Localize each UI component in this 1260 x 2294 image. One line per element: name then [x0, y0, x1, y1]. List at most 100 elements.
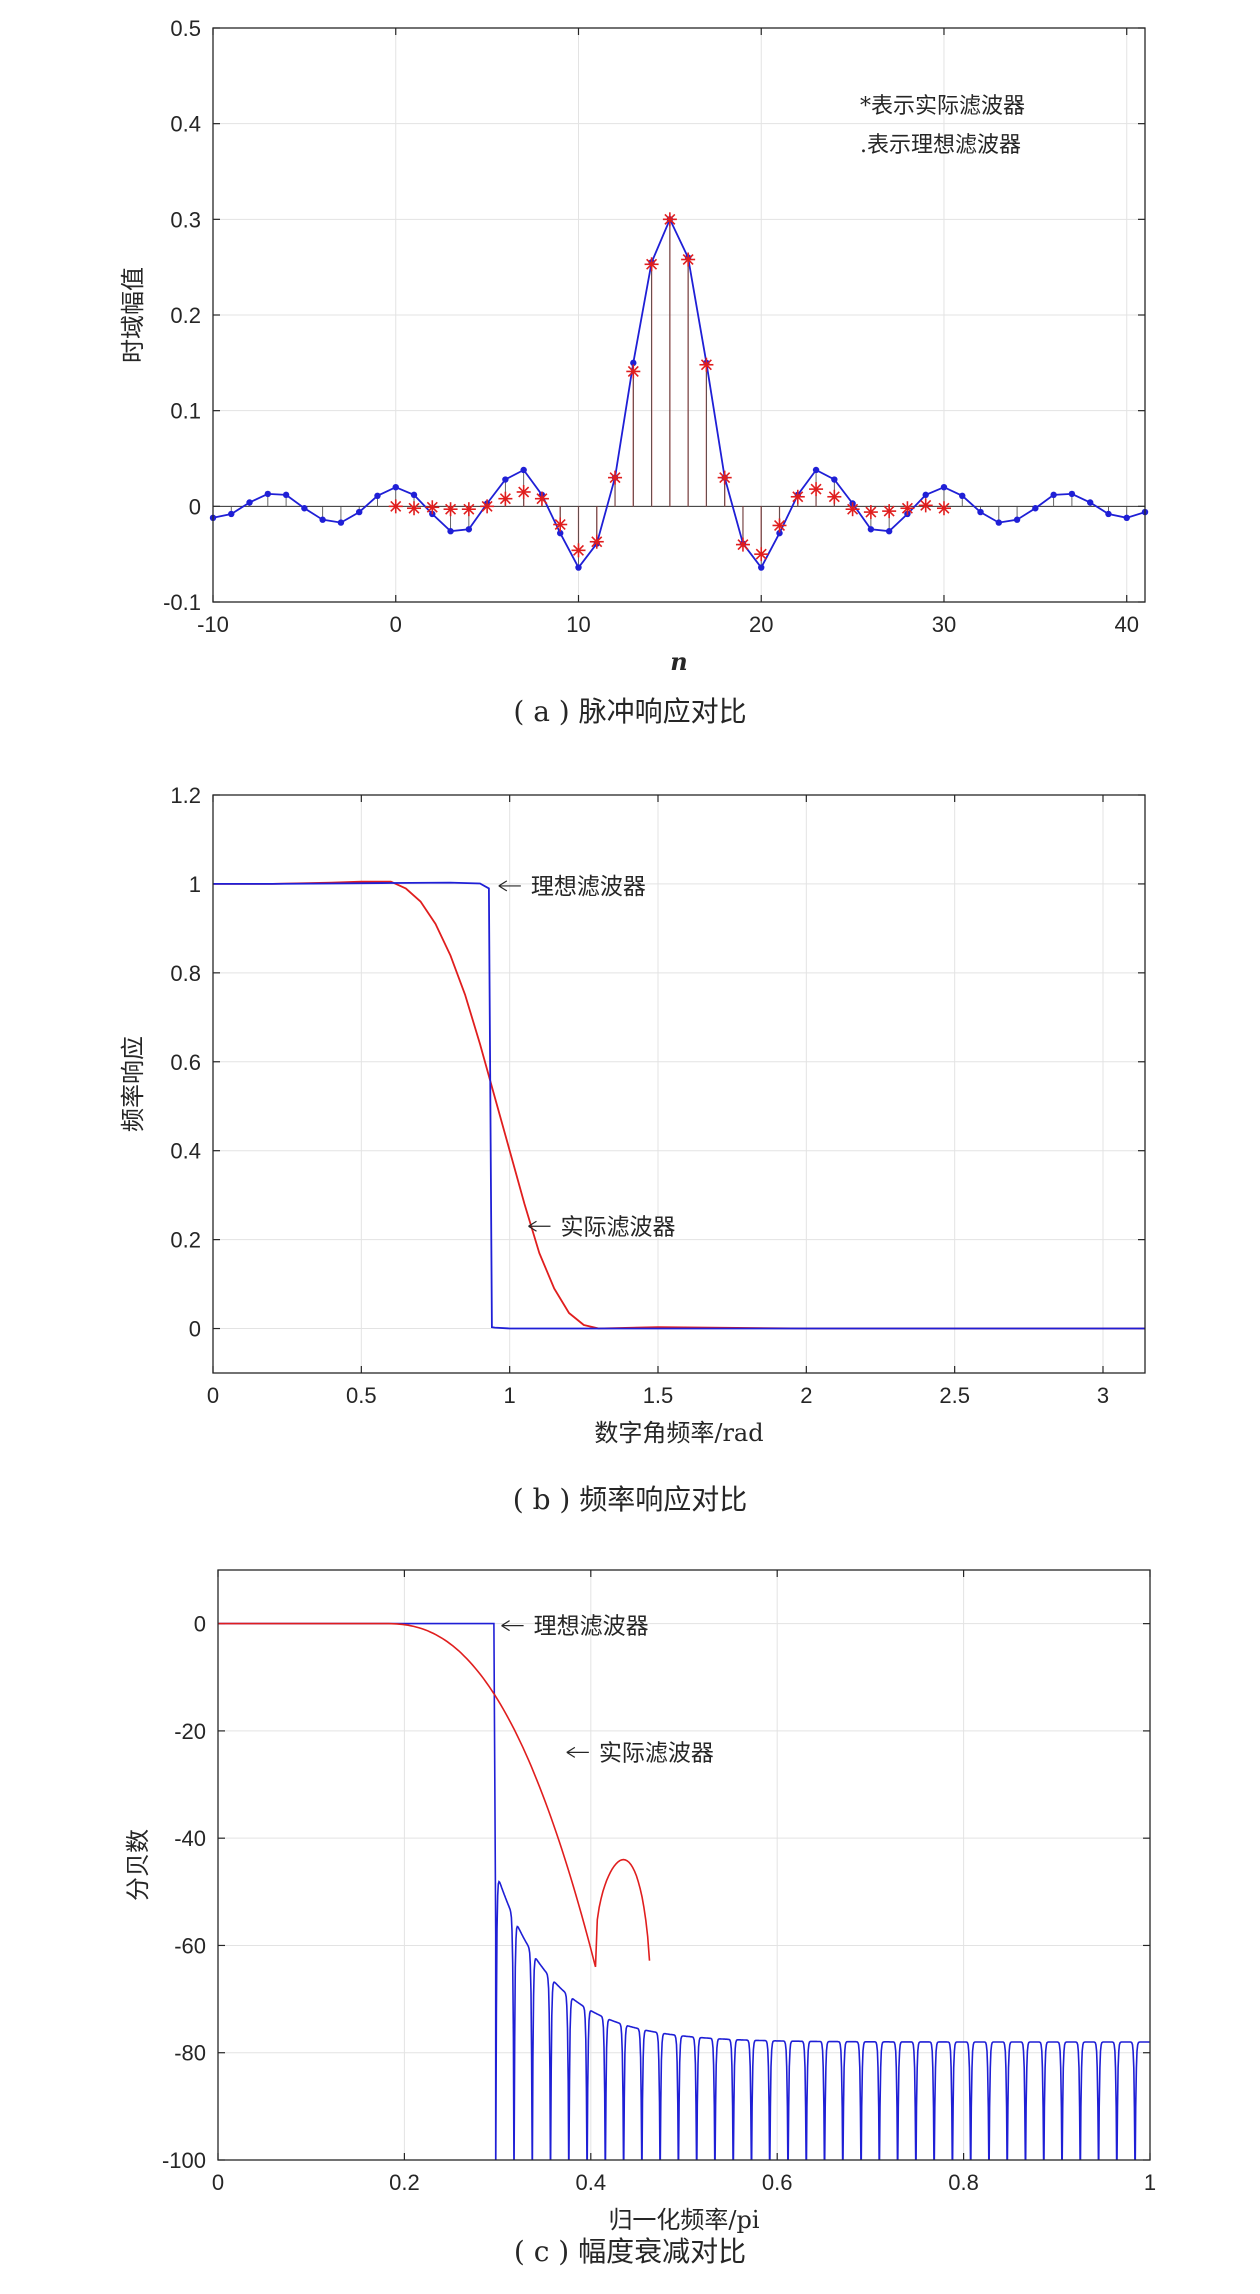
- actual-point: [900, 501, 915, 516]
- y-axis-label: 时域幅值: [119, 267, 147, 363]
- y-tick-label: 0: [194, 1612, 206, 1637]
- ideal-point: [228, 510, 235, 518]
- ideal-point: [301, 505, 308, 512]
- arrowhead-actual: [566, 1746, 576, 1758]
- y-tick-label: -60: [174, 1933, 206, 1958]
- actual-point: [553, 517, 568, 532]
- annotation-ideal: 理想滤波器: [498, 874, 646, 900]
- actual-series-line: [213, 880, 1145, 1330]
- y-tick-label: 0.4: [170, 112, 201, 137]
- plot-frame: [217, 1569, 1151, 2161]
- legend: *表示实际滤波器 .表示理想滤波器: [860, 94, 1025, 158]
- plot-frame: [212, 794, 1146, 1374]
- ideal-point: [758, 564, 765, 571]
- caption-c: ( c ) 幅度衰减对比: [513, 2235, 747, 2268]
- x-tick-label: 40: [1114, 612, 1138, 637]
- impulse-response-chart: -10 0 10 20 30 40 -0.1 0 0.1 0.2 0.3 0.4 0.5 n 时域幅值 *表示…: [119, 16, 1149, 676]
- panel-frequency-response: 0 0.5 1 1.5 2 2.5 3 0 0.2 0.4 0.6 0.8 1 1.2 数字角频率/rad 频…: [0, 745, 1260, 1520]
- ideal-point: [776, 529, 783, 537]
- actual-point: [407, 501, 422, 516]
- actual-point: [936, 501, 951, 516]
- x-axis-label: 数字角频率/rad: [594, 1419, 763, 1447]
- ideal-point: [1013, 516, 1021, 523]
- actual-point: [626, 364, 641, 379]
- actual-point: [443, 502, 458, 517]
- actual-point: [735, 537, 750, 552]
- legend-entry-actual: *表示实际滤波器: [860, 94, 1025, 119]
- actual-point: [425, 500, 440, 515]
- ideal-point: [977, 508, 984, 516]
- ideal-point: [447, 528, 454, 535]
- y-tick-label: 0.5: [170, 16, 201, 41]
- arrowhead-ideal: [498, 880, 508, 892]
- ideal-point: [1032, 505, 1039, 512]
- attenuation-chart: 0 0.2 0.4 0.6 0.8 1 -100 -80 -60 -40 -20 0 归一化频率/pi 分…: [124, 1569, 1156, 2234]
- x-tick-label: -10: [197, 612, 229, 637]
- ideal-point: [940, 484, 948, 491]
- ideal-point: [264, 490, 272, 498]
- actual-point: [882, 504, 897, 519]
- x-tick-label: 2.5: [939, 1383, 970, 1408]
- ideal-point: [812, 466, 820, 474]
- actual-point: [498, 491, 513, 506]
- ideal-point: [1086, 499, 1094, 506]
- ideal-point: [1068, 490, 1076, 498]
- actual-point: [461, 502, 476, 517]
- actual-point: [662, 212, 677, 227]
- caption-a: ( a ) 脉冲响应对比: [513, 695, 747, 728]
- panel-impulse-response: -10 0 10 20 30 40 -0.1 0 0.1 0.2 0.3 0.4 0.5 n 时域幅值 *表示…: [0, 0, 1260, 745]
- ideal-series-line: [213, 881, 1145, 1330]
- x-tick-label: 3: [1097, 1383, 1109, 1408]
- x-tick-label: 0.2: [389, 2170, 420, 2195]
- actual-point: [644, 257, 659, 272]
- actual-point: [699, 357, 714, 372]
- actual-points: [388, 212, 951, 562]
- actual-point: [608, 470, 623, 485]
- actual-point: [790, 489, 805, 504]
- y-tick-label: 0: [189, 1317, 201, 1342]
- ideal-point: [575, 564, 582, 571]
- legend-entry-ideal: .表示理想滤波器: [860, 133, 1021, 158]
- actual-point: [589, 534, 604, 549]
- ideal-point: [355, 508, 363, 516]
- actual-point: [534, 491, 549, 506]
- x-tick-label: 0.5: [346, 1383, 377, 1408]
- ideal-series-line: [212, 217, 1146, 570]
- actual-point: [918, 498, 933, 513]
- y-tick-label: 0.1: [170, 399, 201, 424]
- y-tick-label: -80: [174, 2041, 206, 2066]
- actual-point: [571, 543, 586, 558]
- ideal-point: [246, 499, 253, 506]
- annotation-ideal-label: 理想滤波器: [531, 874, 646, 900]
- y-axis-label: 频率响应: [119, 1036, 147, 1132]
- y-tick-label: 0.8: [170, 961, 201, 986]
- actual-point: [754, 547, 769, 562]
- x-tick-label: 2: [800, 1383, 812, 1408]
- x-tick-label: 20: [749, 612, 773, 637]
- x-tick-label: 0: [207, 1383, 219, 1408]
- actual-point: [845, 502, 860, 517]
- x-tick-label: 1.5: [643, 1383, 674, 1408]
- y-tick-label: 0.6: [170, 1050, 201, 1075]
- ideal-point: [392, 484, 399, 491]
- ideal-point: [374, 492, 381, 500]
- ideal-point: [337, 519, 345, 526]
- y-tick-label: 0.3: [170, 207, 201, 232]
- ideal-point: [831, 476, 838, 483]
- x-tick-label: 30: [932, 612, 956, 637]
- ideal-point: [630, 359, 637, 367]
- actual-point: [772, 518, 787, 533]
- y-tick-label: -20: [174, 1719, 206, 1744]
- ideal-point: [557, 529, 564, 537]
- ideal-point: [922, 491, 929, 499]
- ideal-point: [1105, 510, 1112, 518]
- y-tick-label: -100: [162, 2148, 206, 2173]
- panel-attenuation: 0 0.2 0.4 0.6 0.8 1 -100 -80 -60 -40 -20 0 归一化频率/pi 分…: [0, 1520, 1260, 2294]
- y-tick-label: 0.4: [170, 1139, 201, 1164]
- actual-point: [863, 505, 878, 520]
- ideal-point: [885, 528, 893, 535]
- ideal-point: [319, 516, 326, 523]
- x-tick-label: 1: [1144, 2170, 1156, 2195]
- plot-frame: [212, 27, 1146, 603]
- tick-marks: [217, 1570, 1151, 2161]
